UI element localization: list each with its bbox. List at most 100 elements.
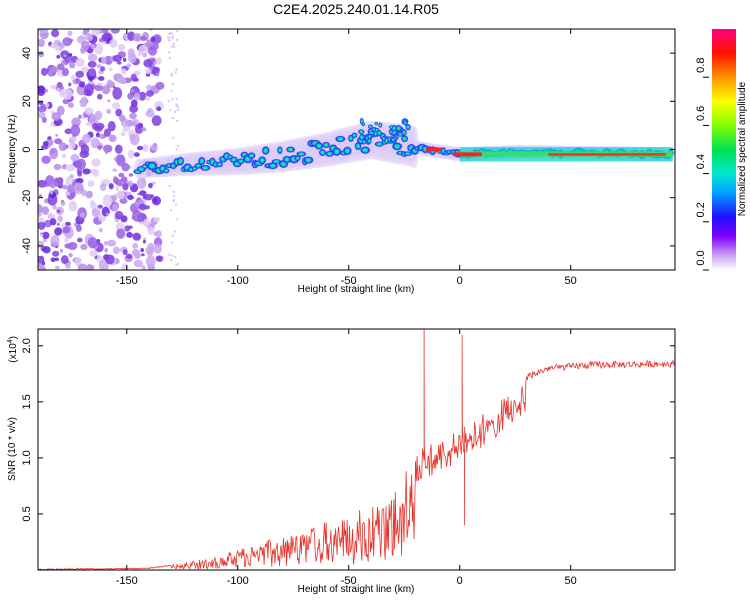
noise-speckle: [64, 128, 73, 135]
noise-speckle: [170, 209, 173, 212]
noise-speckle: [169, 109, 172, 112]
noise-speckle: [141, 177, 146, 184]
snr-panel: -150 -100 -50 0 50 0.5 1.0 1.5 2.0 Height of st…: [7, 328, 676, 595]
noise-speckle: [63, 54, 67, 58]
noise-speckle: [128, 225, 133, 229]
snr-exponent-text: (x10: [8, 343, 19, 363]
noise-speckle: [66, 184, 76, 193]
noise-speckle: [68, 82, 72, 87]
noise-speckle: [58, 181, 62, 185]
noise-speckle: [167, 36, 170, 39]
noise-speckle: [115, 108, 123, 117]
colorbar-tick-label: 0.8: [695, 58, 707, 73]
noise-speckle: [127, 149, 135, 159]
noise-speckle: [87, 53, 98, 62]
noise-speckle: [170, 32, 173, 35]
noise-speckle: [132, 232, 142, 241]
noise-speckle: [38, 204, 44, 213]
spectrogram-y-label: Frequency (Hz): [7, 115, 18, 184]
noise-speckle: [99, 133, 107, 140]
noise-speckle: [153, 237, 163, 247]
noise-speckle: [105, 212, 110, 216]
noise-speckle: [172, 42, 175, 45]
ridge-blob: [314, 141, 324, 150]
spectrogram-y-tick-label: -40: [21, 238, 33, 254]
noise-speckle: [155, 57, 162, 65]
noise-speckle: [138, 91, 147, 101]
ridge-blob: [247, 152, 256, 160]
noise-speckle: [133, 259, 143, 268]
noise-speckle: [172, 190, 175, 193]
snr-exponent-label: (x104): [7, 336, 19, 363]
noise-speckle: [114, 210, 124, 220]
noise-speckle: [129, 112, 137, 120]
noise-speckle: [69, 38, 74, 43]
noise-speckle: [145, 255, 156, 268]
noise-speckle: [107, 120, 116, 132]
noise-speckle: [140, 248, 145, 253]
snr-y-ticks: 0.5 1.0 1.5 2.0: [21, 338, 675, 522]
noise-speckle: [137, 192, 141, 196]
spectrogram-y-tick-label: 20: [21, 95, 33, 107]
noise-speckle: [134, 123, 144, 134]
snr-y-label: SNR (10 * v/v): [7, 417, 18, 481]
noise-speckle: [133, 250, 141, 260]
noise-speckle: [107, 99, 111, 103]
noise-speckle: [65, 164, 76, 172]
noise-speckle: [132, 33, 142, 42]
noise-speckle: [116, 154, 126, 167]
noise-speckle: [92, 169, 100, 177]
noise-speckle: [103, 128, 111, 137]
noise-speckle: [122, 126, 131, 133]
snr-y-tick-label: 1.5: [21, 394, 33, 409]
noise-speckle: [60, 201, 66, 206]
noise-speckle: [98, 227, 103, 233]
colorbar-tick-label: 0.0: [695, 250, 707, 265]
noise-speckle: [49, 218, 57, 226]
snr-x-tick-label: -100: [227, 575, 249, 587]
ridge-blob: [391, 142, 403, 151]
noise-speckle: [175, 103, 178, 106]
ridge-burst: [388, 124, 394, 130]
noise-speckle: [151, 181, 156, 185]
noise-speckle: [176, 119, 179, 122]
noise-speckle: [155, 81, 165, 90]
noise-speckle: [38, 50, 45, 58]
spectrogram-y-tick-label: 40: [21, 47, 33, 59]
colorbar-ticks: 0.0 0.2 0.4 0.6 0.8: [695, 58, 709, 271]
noise-speckle: [52, 204, 57, 210]
noise-speckle: [144, 68, 152, 75]
noise-speckle: [152, 143, 158, 147]
noise-speckle: [97, 145, 103, 149]
noise-speckle: [167, 100, 170, 103]
snr-x-tick-label: -50: [341, 575, 357, 587]
noise-speckle: [156, 72, 160, 77]
noise-speckle: [81, 133, 91, 144]
ridge-burst: [374, 121, 379, 126]
noise-speckle: [112, 168, 117, 172]
noise-speckle: [59, 43, 65, 49]
spectrogram-x-tick-label: -100: [227, 275, 249, 287]
spectrogram-x-tick-label: -50: [341, 275, 357, 287]
noise-speckle: [38, 105, 47, 113]
noise-speckle: [38, 265, 47, 270]
noise-speckle: [102, 144, 113, 153]
noise-speckle: [69, 61, 76, 69]
noise-speckle: [76, 158, 86, 170]
noise-speckle: [67, 102, 74, 108]
noise-speckle: [112, 54, 123, 62]
noise-speckle: [65, 221, 71, 226]
noise-speckle: [68, 253, 73, 258]
spectrogram-x-tick-label: 50: [565, 275, 577, 287]
ridge-blob: [285, 146, 296, 153]
colorbar-tick-label: 0.2: [695, 202, 707, 217]
spectrogram-x-label: Height of straight line (km): [298, 284, 415, 295]
ridge-burst: [367, 133, 373, 140]
ridge-burst: [390, 137, 396, 143]
spectrogram-image: [38, 29, 675, 270]
noise-speckle: [55, 134, 59, 137]
noise-speckle: [172, 116, 175, 119]
noise-speckle: [139, 221, 144, 225]
noise-speckle: [173, 110, 176, 113]
